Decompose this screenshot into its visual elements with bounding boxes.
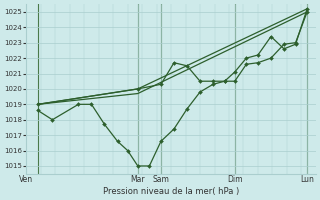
X-axis label: Pression niveau de la mer( hPa ): Pression niveau de la mer( hPa ) xyxy=(103,187,239,196)
